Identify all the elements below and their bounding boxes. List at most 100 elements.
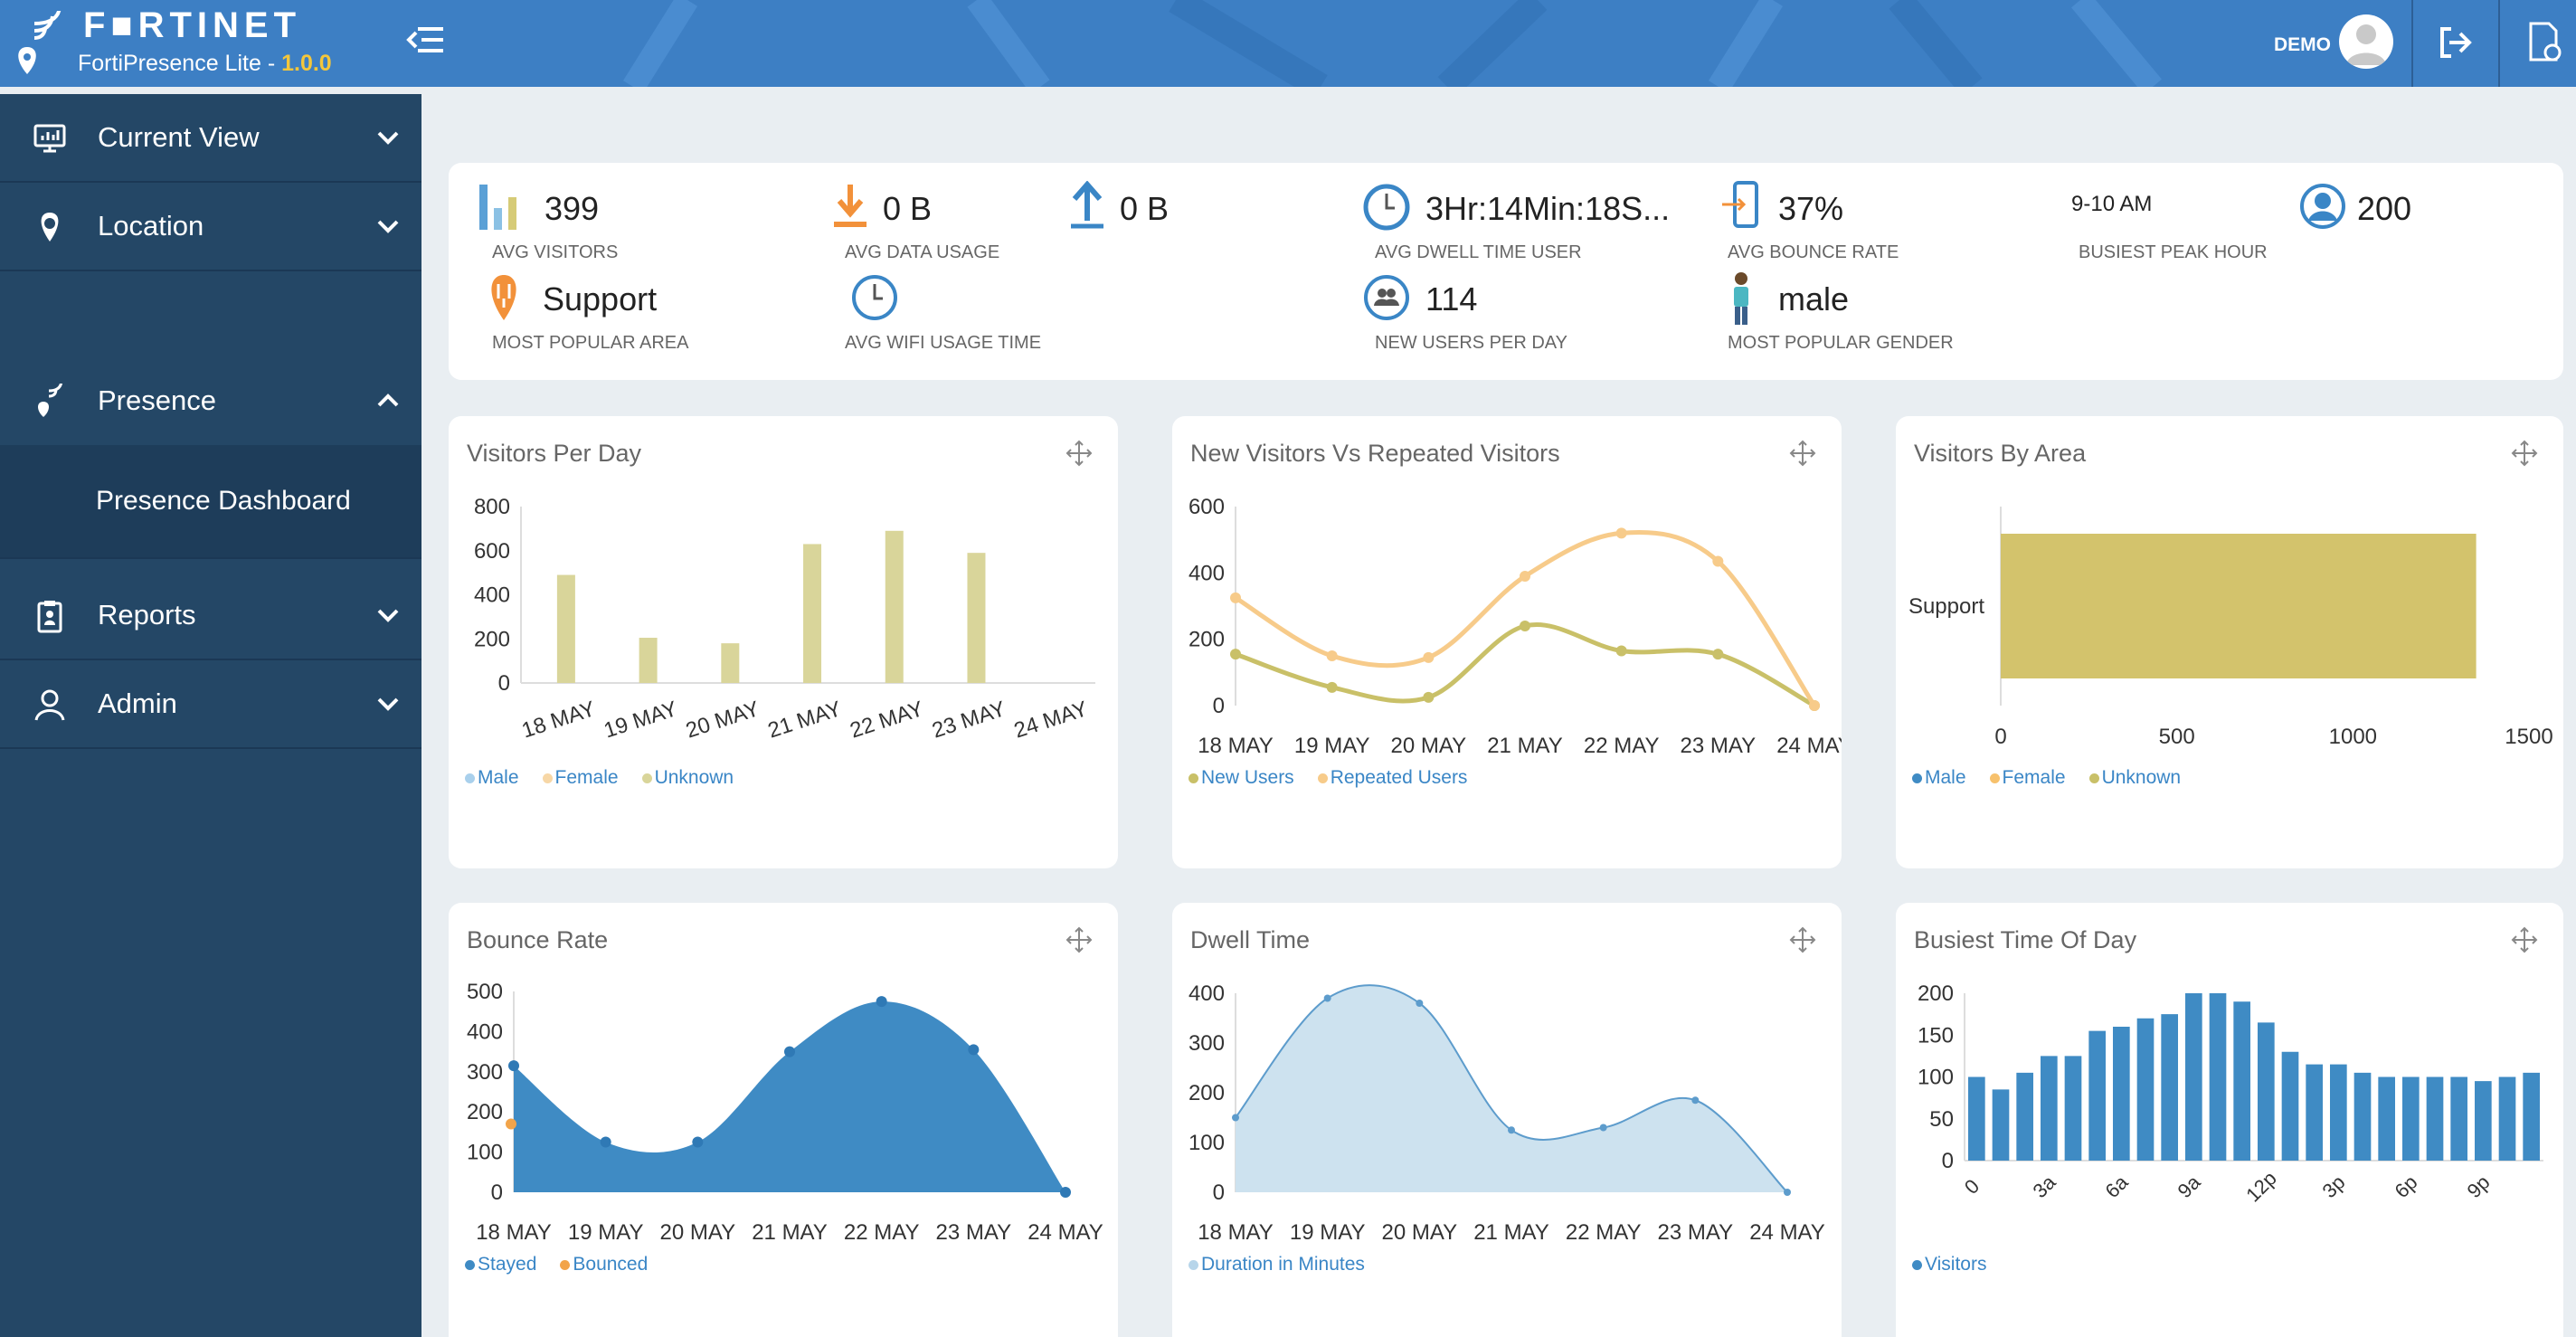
- sidebar-item-label: Presence: [98, 384, 216, 416]
- legend-item-female[interactable]: Female: [542, 767, 619, 789]
- y-tick-label: 800: [474, 495, 510, 519]
- bar: [2136, 1018, 2155, 1161]
- stat-wifi-usage-label: AVG WIFI USAGE TIME: [845, 333, 1042, 353]
- bar: [885, 530, 904, 683]
- collapse-menu-icon[interactable]: [405, 22, 445, 58]
- header-separator: [2498, 0, 2500, 87]
- bar: [2450, 1076, 2467, 1161]
- legend-item-bounced[interactable]: Bounced: [560, 1254, 648, 1275]
- bar: [2041, 1056, 2058, 1161]
- legend-item-male[interactable]: Male: [465, 767, 519, 789]
- data-point: [1691, 1096, 1700, 1105]
- bar: [2064, 1056, 2082, 1161]
- legend-item-female[interactable]: Female: [1989, 767, 2066, 789]
- data-point: [876, 996, 887, 1008]
- bounce-rate-chart: 0 100 200 300 400 500 18 MAY 19 MAY 20 MAY 21 MAY…: [467, 980, 1103, 1245]
- x-tick-label: 24 MAY: [1028, 1220, 1103, 1245]
- y-tick-label: 200: [474, 627, 510, 651]
- stat-busiest-peak-label: BUSIEST PEAK HOUR: [2079, 242, 2268, 262]
- user-icon: [34, 689, 65, 721]
- legend-item-male[interactable]: Male: [1912, 767, 1966, 789]
- bar: [2378, 1076, 2395, 1161]
- bar: [556, 574, 575, 683]
- sidebar-item-label: Reports: [98, 599, 196, 631]
- y-tick-label: 600: [1189, 495, 1225, 519]
- move-icon[interactable]: [1065, 440, 1093, 467]
- move-icon[interactable]: [1065, 926, 1093, 953]
- sidebar-subitem-label: Presence Dashboard: [96, 486, 351, 516]
- legend-item-repeated-users[interactable]: Repeated Users: [1317, 767, 1467, 789]
- stat-user-count-value: 200: [2357, 190, 2412, 227]
- y-tick-label: 100: [467, 1141, 503, 1165]
- legend-item-stayed[interactable]: Stayed: [465, 1254, 536, 1275]
- document-settings-icon[interactable]: [2522, 20, 2567, 65]
- legend-item-unknown[interactable]: Unknown: [641, 767, 734, 789]
- chevron-up-icon: [377, 394, 399, 407]
- x-tick-label: 23 MAY: [1658, 1220, 1734, 1245]
- sidebar-item-current-view[interactable]: Current View: [0, 94, 421, 183]
- data-point: [1423, 651, 1435, 663]
- card-dwell-time: Dwell Time 0 100 200 300 400 18 MAY 19 MAY 20 M…: [1172, 903, 1842, 1337]
- summary-stats-card: 399 AVG VISITORS 0 B AVG DATA USAGE 0 B …: [449, 163, 2563, 380]
- sidebar-item-admin[interactable]: Admin: [0, 660, 421, 749]
- y-tick-label: 400: [474, 583, 510, 608]
- avatar-person-icon: [2346, 24, 2386, 65]
- data-point: [1423, 691, 1435, 703]
- x-tick-label: 9a: [2174, 1171, 2206, 1203]
- sidebar-subitem-presence-dashboard[interactable]: Presence Dashboard: [0, 445, 421, 559]
- bar: [2330, 1064, 2347, 1161]
- x-tick-label: 18 MAY: [1198, 1220, 1274, 1245]
- bar: [1968, 1076, 1985, 1161]
- user-name[interactable]: DEMO: [2274, 34, 2331, 55]
- chevron-down-icon: [377, 131, 399, 145]
- bar: [721, 643, 740, 683]
- bar: [1992, 1089, 2010, 1161]
- y-tick-label: 300: [1189, 1031, 1225, 1056]
- data-point: [692, 1136, 704, 1148]
- sidebar: Current View Location Presence Presence …: [0, 94, 421, 1337]
- y-tick-label: 200: [1189, 1081, 1225, 1105]
- data-point: [1784, 1189, 1791, 1196]
- data-point: [600, 1136, 611, 1148]
- y-tick-label: 0: [491, 1181, 503, 1205]
- x-tick-label: 21 MAY: [1473, 1220, 1549, 1245]
- move-icon[interactable]: [1789, 440, 1816, 467]
- x-tick-label: 19 MAY: [1290, 1220, 1366, 1245]
- new-vs-repeated-chart: 0 200 400 600 18 MAY 19 MAY 20 MAY 21 MAY 22 MAY…: [1189, 495, 1842, 758]
- x-tick-label: 23 MAY: [929, 697, 1009, 744]
- bar: [2016, 1072, 2033, 1161]
- y-tick-label: 50: [1929, 1107, 1954, 1132]
- x-tick-label: 20 MAY: [1391, 734, 1467, 758]
- user-avatar[interactable]: [2339, 14, 2393, 69]
- move-icon[interactable]: [2511, 440, 2538, 467]
- stat-avg-visitors-value: 399: [545, 190, 600, 227]
- bar: [2258, 1022, 2275, 1161]
- card-new-vs-repeated: New Visitors Vs Repeated Visitors 0 200 40…: [1172, 416, 1842, 868]
- legend-label: Bounced: [573, 1254, 649, 1275]
- legend-item-new-users[interactable]: New Users: [1189, 767, 1294, 789]
- legend-label: New Users: [1201, 767, 1294, 788]
- move-icon[interactable]: [2511, 926, 2538, 953]
- x-tick-label: 22 MAY: [1584, 734, 1660, 758]
- card-busiest-time: Busiest Time Of Day 0 50 100 150 200 0 3a 6a 9a 1…: [1896, 903, 2563, 1337]
- sidebar-item-reports[interactable]: Reports: [0, 572, 421, 660]
- y-tick-label: 150: [1918, 1023, 1954, 1048]
- legend-item-unknown[interactable]: Unknown: [2088, 767, 2181, 789]
- y-tick-label: 0: [1213, 694, 1225, 718]
- card-title: Busiest Time Of Day: [1914, 926, 2137, 953]
- y-tick-label: 400: [1189, 561, 1225, 585]
- y-tick-label: 200: [1189, 628, 1225, 652]
- sidebar-item-location[interactable]: Location: [0, 183, 421, 271]
- bar-chart-icon: [479, 185, 516, 230]
- legend-label: Unknown: [654, 767, 734, 788]
- sidebar-item-presence[interactable]: Presence: [0, 356, 421, 445]
- x-tick-label: 6a: [2101, 1171, 2134, 1203]
- legend-label: Female: [2002, 767, 2066, 788]
- move-icon[interactable]: [1789, 926, 1816, 953]
- legend-item-visitors[interactable]: Visitors: [1912, 1254, 1986, 1275]
- x-tick-label: 19 MAY: [601, 697, 680, 744]
- x-tick-label: 23 MAY: [936, 1220, 1012, 1245]
- legend-item-duration[interactable]: Duration in Minutes: [1189, 1254, 1365, 1275]
- logout-icon[interactable]: [2435, 20, 2480, 65]
- chart-legend: Stayed Bounced: [465, 1254, 648, 1275]
